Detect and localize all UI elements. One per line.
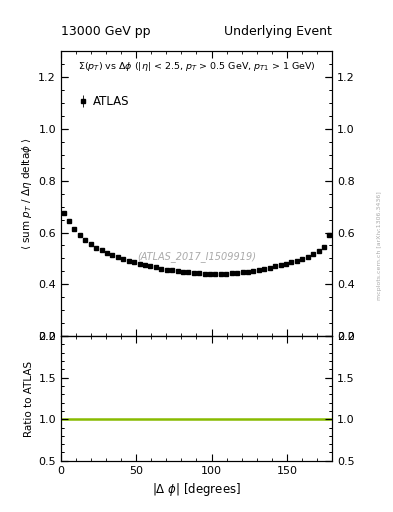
Legend: ATLAS: ATLAS (75, 91, 133, 112)
Text: 13000 GeV pp: 13000 GeV pp (61, 26, 151, 38)
Y-axis label: $\langle$ sum $p_{T}$ / $\Delta\eta$ delta$\phi$ $\rangle$: $\langle$ sum $p_{T}$ / $\Delta\eta$ del… (20, 137, 34, 250)
Text: mcplots.cern.ch [arXiv:1306.3436]: mcplots.cern.ch [arXiv:1306.3436] (377, 191, 382, 300)
Text: (ATLAS_2017_I1509919): (ATLAS_2017_I1509919) (137, 251, 256, 262)
Y-axis label: Ratio to ATLAS: Ratio to ATLAS (24, 360, 34, 437)
Text: $\Sigma(p_{T})$ vs $\Delta\phi$ ($|\eta|$ < 2.5, $p_{T}$ > 0.5 GeV, $p_{T1}$ > 1: $\Sigma(p_{T})$ vs $\Delta\phi$ ($|\eta|… (77, 60, 316, 73)
Text: Underlying Event: Underlying Event (224, 26, 332, 38)
X-axis label: $|\Delta\ \phi|$ [degrees]: $|\Delta\ \phi|$ [degrees] (152, 481, 241, 498)
